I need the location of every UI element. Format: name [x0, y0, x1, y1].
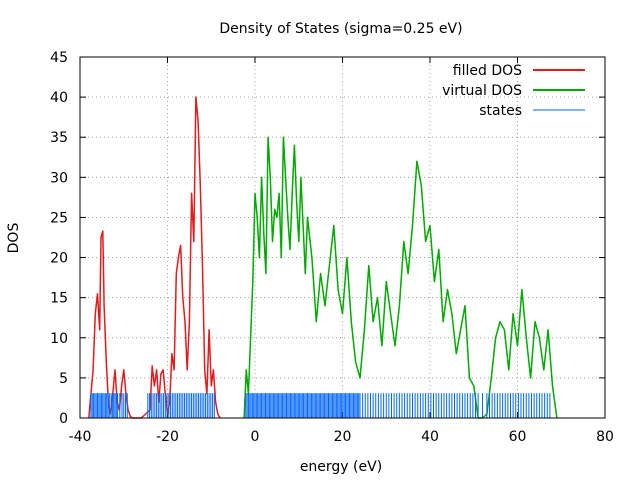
- y-tick-label: 5: [59, 371, 68, 387]
- y-tick-label: 45: [50, 50, 68, 66]
- tick-labels: -40 -20 0 20 40 60 80 0 5 10 15 20 25 30 35 40 45: [50, 50, 614, 445]
- y-tick-label: 35: [50, 130, 68, 146]
- x-tick-label: 60: [509, 429, 527, 445]
- y-tick-label: 10: [50, 331, 68, 347]
- y-tick-label: 0: [59, 411, 68, 427]
- series-layer: [88, 96, 558, 419]
- legend-label-filled-dos: filled DOS: [453, 63, 522, 79]
- y-axis-label: DOS: [6, 223, 22, 254]
- grid: [80, 57, 605, 418]
- x-tick-label: 0: [251, 429, 260, 445]
- chart-title: Density of States (sigma=0.25 eV): [219, 21, 462, 37]
- legend: filled DOS virtual DOS states: [442, 63, 585, 119]
- plot-frame: [79, 56, 606, 419]
- x-tick-label: 40: [421, 429, 439, 445]
- y-tick-label: 25: [50, 210, 68, 226]
- legend-label-states: states: [479, 103, 522, 119]
- series-states: [90, 393, 551, 418]
- y-tick-label: 20: [50, 251, 68, 267]
- x-tick-label: 20: [334, 429, 352, 445]
- series-line-virtual-dos: [243, 136, 558, 419]
- y-tick-label: 40: [50, 90, 68, 106]
- y-tick-label: 30: [50, 170, 68, 186]
- x-tick-label: -20: [156, 429, 179, 445]
- x-axis-label: energy (eV): [300, 459, 382, 475]
- legend-label-virtual-dos: virtual DOS: [442, 83, 522, 99]
- y-tick-label: 15: [50, 291, 68, 307]
- x-tick-label: -40: [69, 429, 92, 445]
- x-tick-label: 80: [596, 429, 614, 445]
